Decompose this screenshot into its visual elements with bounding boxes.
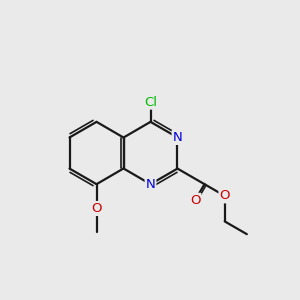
Text: O: O xyxy=(220,189,230,202)
Text: N: N xyxy=(146,178,155,191)
Text: O: O xyxy=(190,194,200,207)
Text: Cl: Cl xyxy=(144,96,157,109)
Text: O: O xyxy=(91,202,102,215)
Text: N: N xyxy=(172,131,182,144)
